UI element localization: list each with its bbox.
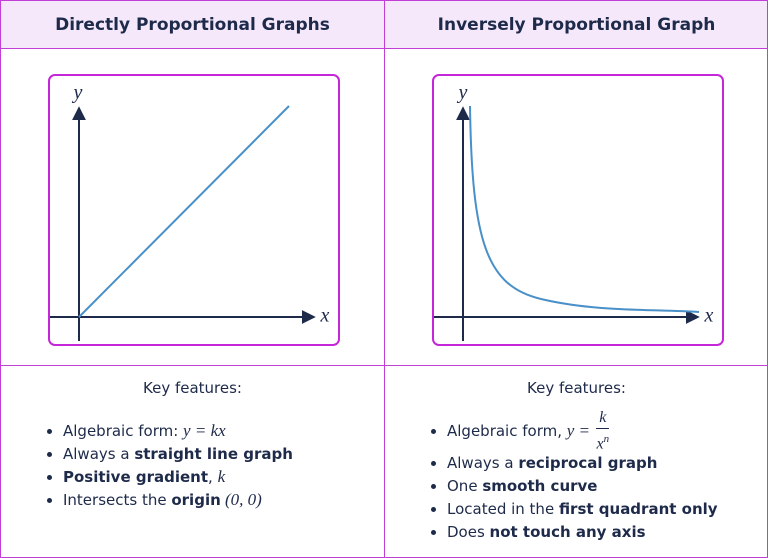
text-segment: Algebraic form,: [447, 422, 567, 440]
bullet: [431, 428, 436, 434]
axis-label: x: [704, 305, 714, 327]
bullet: [47, 451, 52, 457]
feature-item: Algebraic form: y = kx: [47, 420, 226, 442]
text-segment: origin: [171, 491, 221, 509]
text-segment: straight line graph: [134, 445, 293, 463]
text-segment: Algebraic form:: [63, 422, 184, 440]
features-heading: Key features:: [143, 379, 242, 397]
feature-item: Located in the first quadrant only: [431, 498, 718, 520]
text-segment: y = kx: [183, 421, 226, 440]
column-title: Inversely Proportional Graph: [385, 1, 767, 49]
feature-item: One smooth curve: [431, 475, 598, 497]
text-segment: Intersects the: [63, 491, 172, 509]
line-graph: [78, 105, 290, 318]
text-segment: Positive gradient: [63, 468, 209, 486]
text-segment: Does: [447, 523, 490, 541]
graph-frame: [48, 74, 340, 346]
text-segment: (0, 0): [220, 490, 262, 509]
feature-item: Intersects the origin (0, 0): [47, 489, 262, 511]
text-segment: Always a: [63, 445, 135, 463]
divider: [1, 365, 767, 366]
column-title: Directly Proportional Graphs: [1, 1, 384, 49]
axis-label: y: [457, 82, 468, 104]
feature-item: Always a reciprocal graph: [431, 452, 658, 474]
text-segment: Always a: [447, 454, 519, 472]
base: x: [596, 435, 604, 453]
axis-label: y: [72, 82, 83, 104]
text-segment: k: [217, 467, 226, 486]
bullet: [431, 506, 436, 512]
divider: [384, 1, 385, 557]
bullet: [47, 497, 52, 503]
graph-frame: [432, 74, 724, 346]
axis-label: x: [320, 305, 330, 327]
text-segment: reciprocal graph: [518, 454, 658, 472]
numerator: k: [596, 408, 610, 429]
feature-item: Always a straight line graph: [47, 443, 293, 465]
bullet: [431, 529, 436, 535]
bullet: [47, 474, 52, 480]
denominator: xn: [597, 429, 610, 454]
bullet: [431, 483, 436, 489]
text-segment: not touch any axis: [489, 523, 646, 541]
text-segment: Located in the: [447, 500, 559, 518]
text-segment: One: [447, 477, 483, 495]
fraction: k xn: [596, 408, 610, 454]
bullet: [47, 428, 52, 434]
text-segment: smooth curve: [482, 477, 598, 495]
features-heading: Key features:: [527, 379, 626, 397]
curve: [469, 105, 700, 313]
bullet: [431, 460, 436, 466]
exponent: n: [603, 432, 610, 445]
feature-item: Does not touch any axis: [431, 521, 646, 543]
text-segment: first quadrant only: [558, 500, 718, 518]
feature-item: Positive gradient, k: [47, 466, 226, 488]
text-segment: ,: [208, 468, 218, 486]
feature-item: Algebraic form, y = k xn: [431, 409, 610, 452]
text-segment: y =: [566, 421, 595, 440]
